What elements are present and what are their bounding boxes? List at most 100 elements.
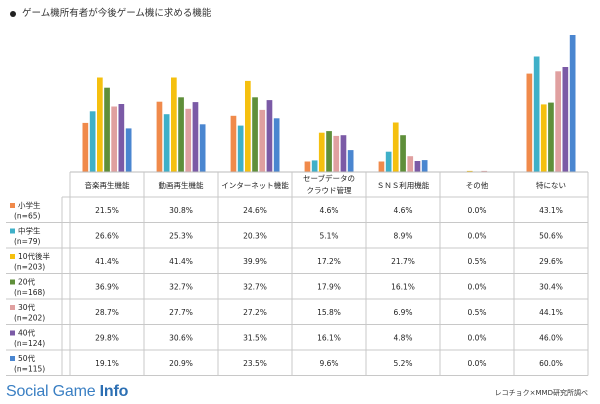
bar-5-2	[385, 151, 392, 172]
bar-4-5	[333, 135, 340, 172]
data-label: 0.0%	[467, 359, 486, 368]
bar-1-4	[104, 87, 110, 172]
bar-1-3	[97, 77, 103, 172]
data-label: 21.5%	[95, 206, 119, 215]
data-label: 9.6%	[319, 359, 338, 368]
data-label: 39.9%	[243, 257, 267, 266]
bar-2-1	[156, 101, 163, 172]
source-note: レコチョク×MMD研究所調べ	[494, 389, 588, 397]
data-label: 15.8%	[317, 308, 341, 317]
data-label: 0.5%	[467, 257, 486, 266]
bullet-icon	[10, 10, 16, 17]
data-label: 20.3%	[243, 232, 267, 241]
data-label: 36.9%	[95, 283, 119, 292]
bar-7-3	[540, 104, 547, 172]
data-label: 31.5%	[243, 334, 267, 343]
legend-n-7: (n=115)	[14, 365, 45, 374]
legend-swatch-3	[10, 254, 15, 259]
legend-swatch-2	[10, 228, 15, 234]
data-label: 16.1%	[391, 283, 415, 292]
data-label: 6.9%	[393, 308, 412, 317]
data-label: 5.1%	[319, 232, 338, 241]
bar-7-6	[562, 67, 569, 172]
data-label: 4.6%	[393, 206, 412, 215]
data-label: 28.7%	[95, 308, 119, 317]
bar-4-6	[340, 135, 347, 172]
legend-name-6: 40代	[18, 328, 36, 338]
data-label: 5.2%	[393, 359, 412, 368]
bar-3-6	[266, 100, 273, 172]
bar-7-4	[548, 102, 554, 172]
data-label: 46.0%	[539, 334, 563, 343]
bar-4-1	[304, 161, 311, 172]
bar-4-3	[318, 132, 325, 172]
legend-n-5: (n=202)	[14, 314, 45, 323]
bar-7-1	[526, 73, 533, 172]
data-label: 21.7%	[391, 257, 415, 266]
bar-3-3	[245, 80, 251, 172]
data-label: 16.1%	[317, 334, 341, 343]
data-label: 17.9%	[317, 283, 341, 292]
data-label: 50.6%	[539, 232, 563, 241]
category-label: インターネット機能	[221, 180, 289, 190]
category-label: 特にない	[536, 180, 566, 190]
bar-2-5	[185, 108, 192, 172]
data-label: 0.0%	[467, 206, 486, 215]
brand-logo: Social Game Info	[6, 383, 128, 401]
data-label: 0.0%	[467, 283, 486, 292]
data-label: 23.5%	[243, 359, 267, 368]
bar-4-4	[326, 131, 332, 172]
bar-4-7	[347, 150, 354, 172]
legend-swatch-1	[10, 203, 15, 208]
bar-2-7	[199, 124, 206, 172]
data-label: 29.8%	[95, 334, 119, 343]
brand-suffix: Info	[99, 383, 129, 400]
data-label: 41.4%	[95, 257, 119, 266]
category-label: セーブデータの	[303, 173, 355, 183]
legend-name-4: 20代	[18, 277, 36, 287]
data-label: 19.1%	[95, 359, 119, 368]
legend-name-1: 小学生	[18, 200, 41, 210]
data-label: 32.7%	[169, 283, 193, 292]
bar-2-2	[163, 114, 170, 172]
bar-5-5	[407, 156, 414, 172]
category-label: 動画再生機能	[159, 180, 204, 190]
bar-4-2	[311, 160, 318, 172]
data-label: 24.6%	[243, 206, 267, 215]
category-label: クラウド管理	[307, 185, 352, 195]
data-label: 30.6%	[169, 334, 193, 343]
bar-2-4	[178, 97, 184, 172]
bar-5-4	[400, 135, 406, 172]
category-label: その他	[466, 180, 489, 190]
bar-3-5	[259, 109, 266, 172]
legend-swatch-5	[10, 305, 15, 310]
bar-1-2	[89, 111, 96, 172]
chart-title: ゲーム機所有者が今後ゲーム機に求める機能	[22, 8, 212, 19]
bar-5-3	[392, 122, 399, 172]
legend-name-5: 30代	[18, 302, 36, 312]
legend-n-6: (n=124)	[14, 339, 45, 348]
legend-swatch-6	[10, 330, 15, 336]
legend-swatch-7	[10, 356, 15, 361]
bar-3-1	[230, 115, 237, 172]
bar-5-1	[378, 161, 385, 172]
data-label: 4.8%	[393, 334, 412, 343]
data-label: 25.3%	[169, 232, 193, 241]
data-label: 0.0%	[467, 334, 486, 343]
bar-6-3	[466, 170, 473, 172]
legend-name-3: 10代後半	[18, 251, 51, 261]
bar-7-5	[555, 71, 561, 172]
bar-1-6	[118, 104, 125, 172]
data-label: 27.2%	[243, 308, 267, 317]
brand-name: Social Game	[6, 383, 96, 400]
data-label: 0.0%	[467, 232, 486, 241]
bar-5-6	[414, 161, 421, 172]
data-label: 30.4%	[539, 283, 563, 292]
legend-name-2: 中学生	[18, 226, 41, 236]
data-label: 30.8%	[169, 206, 193, 215]
bar-7-2	[533, 56, 540, 172]
bar-5-7	[421, 160, 428, 172]
data-label: 0.5%	[467, 308, 486, 317]
legend-n-2: (n=79)	[14, 237, 41, 246]
